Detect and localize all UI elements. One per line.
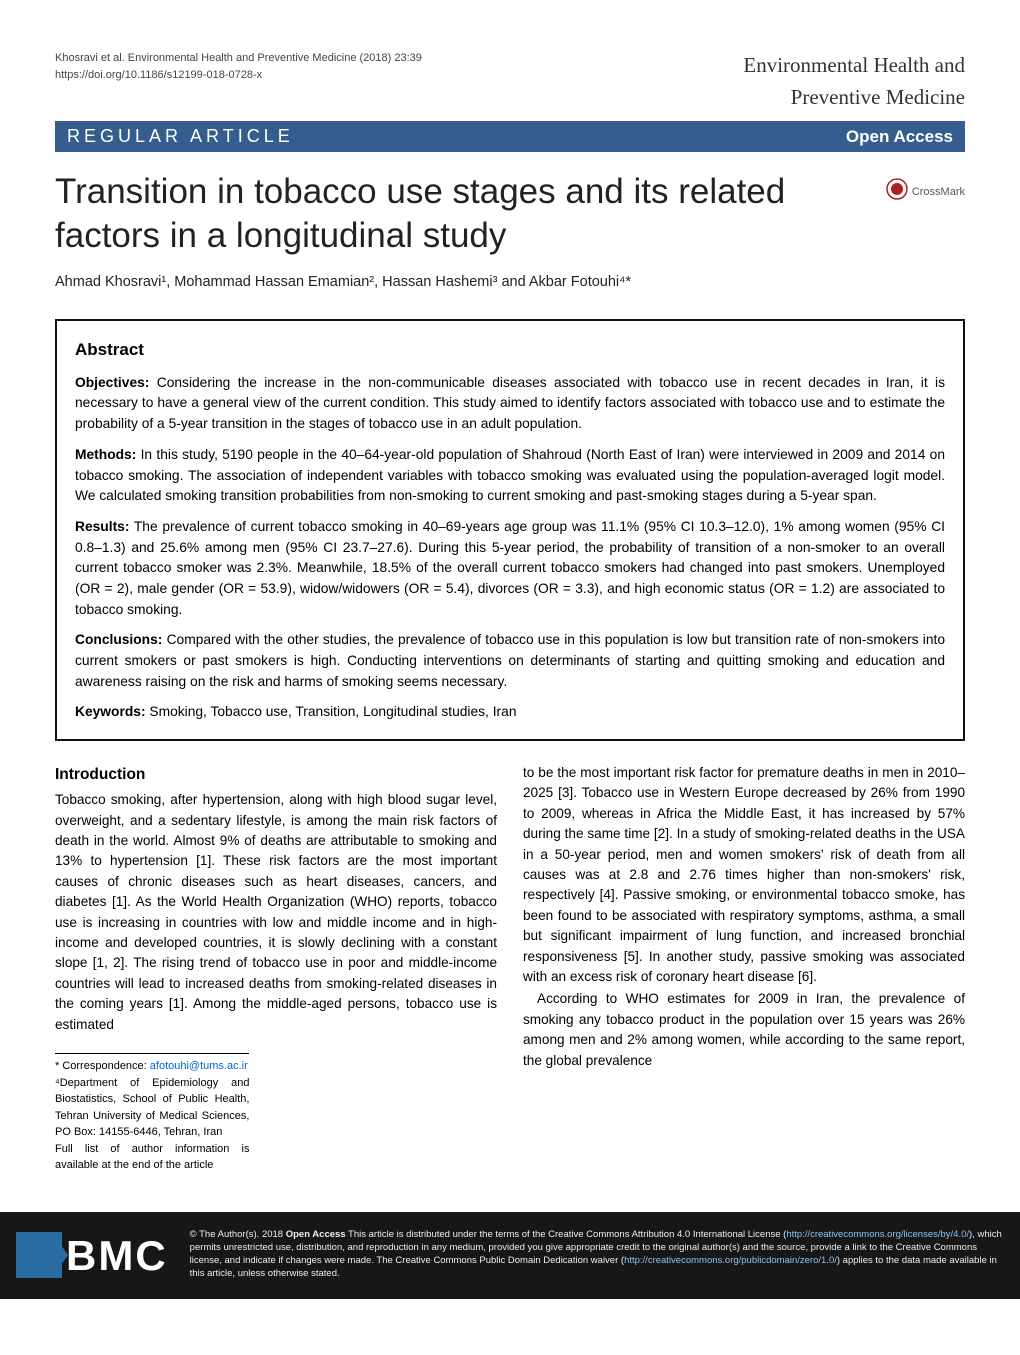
license-link-ccby[interactable]: http://creativecommons.org/licenses/by/4… <box>786 1229 969 1240</box>
full-author-info-note: Full list of author information is avail… <box>55 1141 249 1174</box>
right-column: to be the most important risk factor for… <box>523 763 965 1173</box>
footnotes: * Correspondence: afotouhi@tums.ac.ir ⁴D… <box>55 1053 249 1174</box>
article-type-banner: REGULAR ARTICLE Open Access <box>55 121 965 152</box>
abstract-conclusions: Conclusions: Compared with the other stu… <box>75 630 945 692</box>
abstract-heading: Abstract <box>75 337 945 363</box>
affiliation: ⁴Department of Epidemiology and Biostati… <box>55 1075 249 1141</box>
abstract-methods: Methods: In this study, 5190 people in t… <box>75 445 945 507</box>
intro-right-paragraph-1: to be the most important risk factor for… <box>523 763 965 987</box>
abstract-box: Abstract Objectives: Considering the inc… <box>55 319 965 741</box>
crossmark-label: CrossMark <box>912 184 965 201</box>
intro-left-paragraph: Tobacco smoking, after hypertension, alo… <box>55 790 497 1035</box>
article-title: Transition in tobacco use stages and its… <box>55 170 868 258</box>
citation: Khosravi et al. Environmental Health and… <box>55 50 422 67</box>
abstract-objectives: Objectives: Considering the increase in … <box>75 373 945 435</box>
abstract-keywords: Keywords: Smoking, Tobacco use, Transiti… <box>75 702 945 723</box>
license-text: © The Author(s). 2018 Open Access This a… <box>190 1229 1004 1280</box>
author-list: Ahmad Khosravi¹, Mohammad Hassan Emamian… <box>55 272 965 294</box>
correspondence-email[interactable]: afotouhi@tums.ac.ir <box>150 1060 248 1072</box>
doi: https://doi.org/10.1186/s12199-018-0728-… <box>55 67 422 84</box>
body-columns: Introduction Tobacco smoking, after hype… <box>55 763 965 1173</box>
intro-right-paragraph-2: According to WHO estimates for 2009 in I… <box>523 989 965 1071</box>
crossmark-badge[interactable]: CrossMark <box>886 178 965 206</box>
bmc-logo: BMC <box>16 1224 168 1287</box>
license-link-cc0[interactable]: http://creativecommons.org/publicdomain/… <box>624 1255 837 1266</box>
running-header: Khosravi et al. Environmental Health and… <box>55 50 422 83</box>
abstract-results: Results: The prevalence of current tobac… <box>75 517 945 620</box>
bmc-logo-icon <box>16 1232 62 1278</box>
footer-bar: BMC © The Author(s). 2018 Open Access Th… <box>0 1212 1020 1299</box>
article-type: REGULAR ARTICLE <box>67 123 294 150</box>
open-access-badge: Open Access <box>846 124 953 150</box>
left-column: Introduction Tobacco smoking, after hype… <box>55 763 497 1173</box>
introduction-heading: Introduction <box>55 763 497 786</box>
crossmark-icon <box>886 178 908 206</box>
journal-name: Environmental Health and Preventive Medi… <box>743 50 965 113</box>
